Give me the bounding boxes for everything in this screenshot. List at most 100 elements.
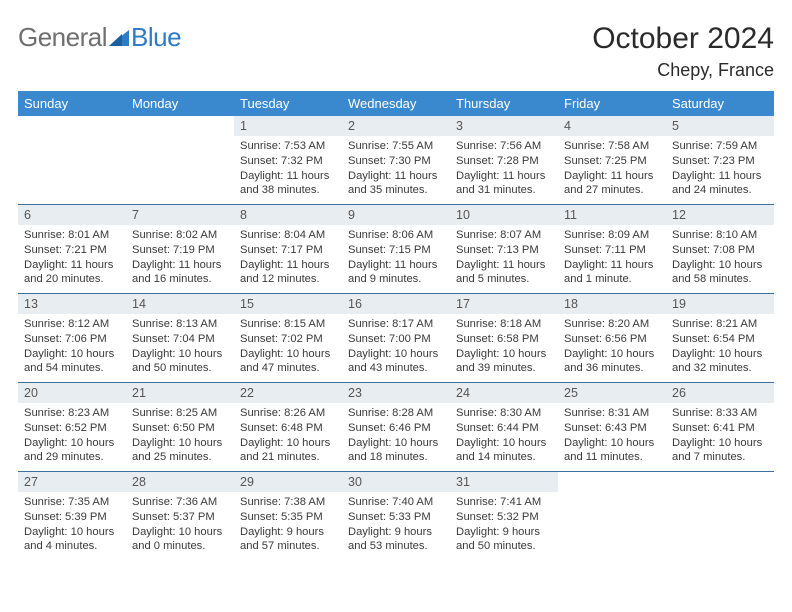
day-details: Sunrise: 8:12 AMSunset: 7:06 PMDaylight:… — [18, 314, 126, 376]
title-block: October 2024 Chepy, France — [592, 22, 774, 81]
location: Chepy, France — [592, 60, 774, 81]
day-details: Sunrise: 8:30 AMSunset: 6:44 PMDaylight:… — [450, 403, 558, 465]
day-number: 20 — [18, 383, 126, 403]
calendar-week-row: 13Sunrise: 8:12 AMSunset: 7:06 PMDayligh… — [18, 294, 774, 383]
calendar-day-cell: 17Sunrise: 8:18 AMSunset: 6:58 PMDayligh… — [450, 294, 558, 383]
day-number: 27 — [18, 472, 126, 492]
calendar-day-cell: 8Sunrise: 8:04 AMSunset: 7:17 PMDaylight… — [234, 205, 342, 294]
logo: General Blue — [18, 22, 181, 53]
calendar-day-cell: 22Sunrise: 8:26 AMSunset: 6:48 PMDayligh… — [234, 383, 342, 472]
calendar-day-cell: 15Sunrise: 8:15 AMSunset: 7:02 PMDayligh… — [234, 294, 342, 383]
weekday-header: Wednesday — [342, 91, 450, 116]
calendar-day-cell: 3Sunrise: 7:56 AMSunset: 7:28 PMDaylight… — [450, 116, 558, 205]
day-number: 5 — [666, 116, 774, 136]
day-number: 7 — [126, 205, 234, 225]
logo-text-general: General — [18, 22, 107, 53]
calendar-week-row: 6Sunrise: 8:01 AMSunset: 7:21 PMDaylight… — [18, 205, 774, 294]
day-details: Sunrise: 7:38 AMSunset: 5:35 PMDaylight:… — [234, 492, 342, 554]
calendar-day-cell: 13Sunrise: 8:12 AMSunset: 7:06 PMDayligh… — [18, 294, 126, 383]
day-number: 30 — [342, 472, 450, 492]
day-number: 12 — [666, 205, 774, 225]
calendar-day-cell: 11Sunrise: 8:09 AMSunset: 7:11 PMDayligh… — [558, 205, 666, 294]
day-number: 6 — [18, 205, 126, 225]
calendar-day-cell: 21Sunrise: 8:25 AMSunset: 6:50 PMDayligh… — [126, 383, 234, 472]
calendar-empty-cell — [126, 116, 234, 205]
day-details: Sunrise: 8:01 AMSunset: 7:21 PMDaylight:… — [18, 225, 126, 287]
calendar-day-cell: 20Sunrise: 8:23 AMSunset: 6:52 PMDayligh… — [18, 383, 126, 472]
page-title: October 2024 — [592, 22, 774, 56]
day-details: Sunrise: 8:10 AMSunset: 7:08 PMDaylight:… — [666, 225, 774, 287]
day-number: 14 — [126, 294, 234, 314]
day-details: Sunrise: 8:17 AMSunset: 7:00 PMDaylight:… — [342, 314, 450, 376]
day-number: 1 — [234, 116, 342, 136]
calendar-day-cell: 4Sunrise: 7:58 AMSunset: 7:25 PMDaylight… — [558, 116, 666, 205]
day-details: Sunrise: 8:20 AMSunset: 6:56 PMDaylight:… — [558, 314, 666, 376]
calendar-day-cell: 26Sunrise: 8:33 AMSunset: 6:41 PMDayligh… — [666, 383, 774, 472]
day-details: Sunrise: 8:13 AMSunset: 7:04 PMDaylight:… — [126, 314, 234, 376]
calendar-empty-cell — [18, 116, 126, 205]
day-number: 19 — [666, 294, 774, 314]
day-details: Sunrise: 8:21 AMSunset: 6:54 PMDaylight:… — [666, 314, 774, 376]
day-details: Sunrise: 8:15 AMSunset: 7:02 PMDaylight:… — [234, 314, 342, 376]
calendar-day-cell: 30Sunrise: 7:40 AMSunset: 5:33 PMDayligh… — [342, 472, 450, 561]
calendar-day-cell: 29Sunrise: 7:38 AMSunset: 5:35 PMDayligh… — [234, 472, 342, 561]
calendar-day-cell: 12Sunrise: 8:10 AMSunset: 7:08 PMDayligh… — [666, 205, 774, 294]
calendar-day-cell: 27Sunrise: 7:35 AMSunset: 5:39 PMDayligh… — [18, 472, 126, 561]
calendar-table: SundayMondayTuesdayWednesdayThursdayFrid… — [18, 91, 774, 560]
calendar-day-cell: 5Sunrise: 7:59 AMSunset: 7:23 PMDaylight… — [666, 116, 774, 205]
day-details: Sunrise: 7:59 AMSunset: 7:23 PMDaylight:… — [666, 136, 774, 198]
day-details: Sunrise: 8:28 AMSunset: 6:46 PMDaylight:… — [342, 403, 450, 465]
day-details: Sunrise: 8:07 AMSunset: 7:13 PMDaylight:… — [450, 225, 558, 287]
calendar-day-cell: 19Sunrise: 8:21 AMSunset: 6:54 PMDayligh… — [666, 294, 774, 383]
day-details: Sunrise: 7:40 AMSunset: 5:33 PMDaylight:… — [342, 492, 450, 554]
day-details: Sunrise: 8:09 AMSunset: 7:11 PMDaylight:… — [558, 225, 666, 287]
calendar-day-cell: 31Sunrise: 7:41 AMSunset: 5:32 PMDayligh… — [450, 472, 558, 561]
calendar-week-row: 27Sunrise: 7:35 AMSunset: 5:39 PMDayligh… — [18, 472, 774, 561]
day-number: 24 — [450, 383, 558, 403]
calendar-week-row: 20Sunrise: 8:23 AMSunset: 6:52 PMDayligh… — [18, 383, 774, 472]
day-number: 15 — [234, 294, 342, 314]
weekday-header: Tuesday — [234, 91, 342, 116]
day-number: 9 — [342, 205, 450, 225]
day-number: 13 — [18, 294, 126, 314]
day-number: 25 — [558, 383, 666, 403]
day-details: Sunrise: 7:58 AMSunset: 7:25 PMDaylight:… — [558, 136, 666, 198]
day-details: Sunrise: 7:41 AMSunset: 5:32 PMDaylight:… — [450, 492, 558, 554]
weekday-header: Sunday — [18, 91, 126, 116]
day-details: Sunrise: 8:18 AMSunset: 6:58 PMDaylight:… — [450, 314, 558, 376]
day-number: 28 — [126, 472, 234, 492]
day-details: Sunrise: 8:26 AMSunset: 6:48 PMDaylight:… — [234, 403, 342, 465]
day-number: 11 — [558, 205, 666, 225]
weekday-header: Monday — [126, 91, 234, 116]
calendar-day-cell: 18Sunrise: 8:20 AMSunset: 6:56 PMDayligh… — [558, 294, 666, 383]
day-number: 18 — [558, 294, 666, 314]
weekday-header-row: SundayMondayTuesdayWednesdayThursdayFrid… — [18, 91, 774, 116]
day-number: 26 — [666, 383, 774, 403]
weekday-header: Thursday — [450, 91, 558, 116]
calendar-empty-cell — [666, 472, 774, 561]
logo-text-blue: Blue — [131, 22, 181, 53]
day-number: 16 — [342, 294, 450, 314]
day-details: Sunrise: 8:25 AMSunset: 6:50 PMDaylight:… — [126, 403, 234, 465]
day-number: 21 — [126, 383, 234, 403]
calendar-day-cell: 1Sunrise: 7:53 AMSunset: 7:32 PMDaylight… — [234, 116, 342, 205]
day-number: 8 — [234, 205, 342, 225]
calendar-day-cell: 28Sunrise: 7:36 AMSunset: 5:37 PMDayligh… — [126, 472, 234, 561]
day-details: Sunrise: 8:04 AMSunset: 7:17 PMDaylight:… — [234, 225, 342, 287]
day-details: Sunrise: 7:53 AMSunset: 7:32 PMDaylight:… — [234, 136, 342, 198]
calendar-day-cell: 16Sunrise: 8:17 AMSunset: 7:00 PMDayligh… — [342, 294, 450, 383]
weekday-header: Saturday — [666, 91, 774, 116]
day-details: Sunrise: 8:31 AMSunset: 6:43 PMDaylight:… — [558, 403, 666, 465]
day-details: Sunrise: 8:33 AMSunset: 6:41 PMDaylight:… — [666, 403, 774, 465]
day-details: Sunrise: 8:02 AMSunset: 7:19 PMDaylight:… — [126, 225, 234, 287]
day-details: Sunrise: 7:56 AMSunset: 7:28 PMDaylight:… — [450, 136, 558, 198]
calendar-day-cell: 7Sunrise: 8:02 AMSunset: 7:19 PMDaylight… — [126, 205, 234, 294]
day-details: Sunrise: 8:23 AMSunset: 6:52 PMDaylight:… — [18, 403, 126, 465]
calendar-day-cell: 9Sunrise: 8:06 AMSunset: 7:15 PMDaylight… — [342, 205, 450, 294]
calendar-week-row: 1Sunrise: 7:53 AMSunset: 7:32 PMDaylight… — [18, 116, 774, 205]
day-details: Sunrise: 8:06 AMSunset: 7:15 PMDaylight:… — [342, 225, 450, 287]
day-number: 3 — [450, 116, 558, 136]
day-number: 23 — [342, 383, 450, 403]
day-number: 4 — [558, 116, 666, 136]
day-number: 10 — [450, 205, 558, 225]
